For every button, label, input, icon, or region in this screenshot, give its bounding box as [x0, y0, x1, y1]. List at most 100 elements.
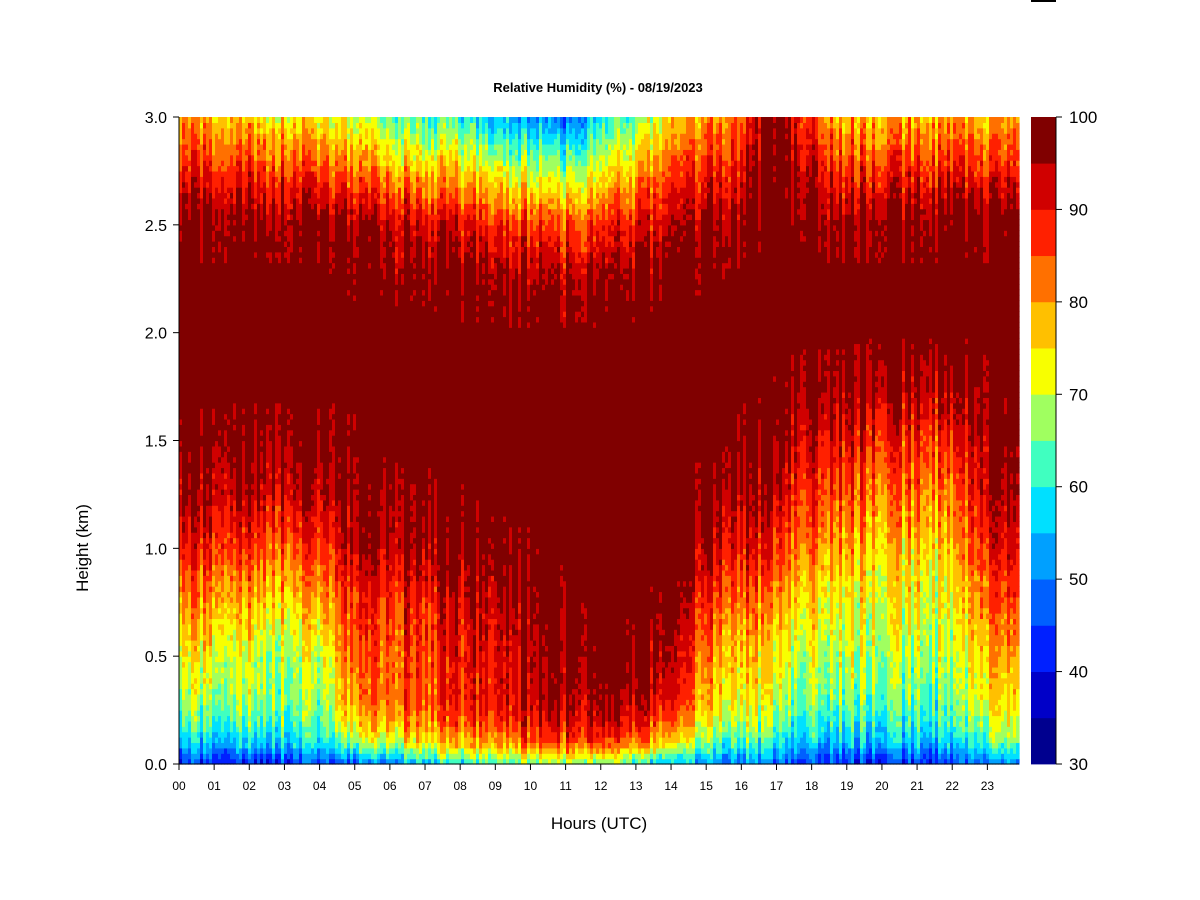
heatmap-cell: [197, 456, 201, 463]
heatmap-cell: [200, 278, 204, 285]
heatmap-cell: [182, 149, 186, 156]
heatmap-cell: [230, 365, 234, 372]
heatmap-cell: [233, 688, 237, 695]
heatmap-cell: [227, 661, 231, 668]
heatmap-cell: [185, 154, 189, 161]
heatmap-cell: [197, 580, 201, 587]
heatmap-cell: [218, 214, 222, 221]
heatmap-cell: [206, 192, 210, 199]
heatmap-cell: [233, 192, 237, 199]
heatmap-cell: [218, 154, 222, 161]
heatmap-cell: [182, 515, 186, 522]
heatmap-cell: [188, 117, 192, 123]
heatmap-cell: [215, 311, 219, 318]
heatmap-cell: [203, 650, 207, 657]
heatmap-cell: [191, 289, 195, 296]
heatmap-cell: [206, 375, 210, 382]
heatmap-cell: [212, 747, 216, 754]
heatmap-cell: [194, 294, 198, 301]
heatmap-cell: [212, 742, 216, 749]
heatmap-cell: [185, 510, 189, 517]
heatmap-cell: [194, 483, 198, 490]
heatmap-cell: [212, 413, 216, 420]
heatmap-cell: [194, 278, 198, 285]
heatmap-cell: [200, 737, 204, 744]
heatmap-cell: [230, 532, 234, 539]
heatmap-cell: [206, 472, 210, 479]
heatmap-cell: [239, 359, 243, 366]
heatmap-cell: [236, 575, 240, 582]
heatmap-cell: [218, 467, 222, 474]
heatmap-cell: [179, 224, 183, 231]
heatmap-cell: [212, 246, 216, 253]
heatmap-cell: [215, 176, 219, 183]
heatmap-cell: [218, 176, 222, 183]
heatmap-cell: [182, 537, 186, 544]
heatmap-cell: [203, 122, 207, 129]
heatmap-cell: [209, 154, 213, 161]
heatmap-cell: [242, 532, 246, 539]
heatmap-cell: [215, 634, 219, 641]
heatmap-cell: [242, 208, 246, 215]
heatmap-cell: [236, 424, 240, 431]
heatmap-cell: [227, 117, 231, 123]
heatmap-cell: [224, 418, 228, 425]
heatmap-cell: [188, 429, 192, 436]
heatmap-cell: [242, 348, 246, 355]
heatmap-cell: [230, 564, 234, 571]
heatmap-cell: [209, 402, 213, 409]
heatmap-cell: [209, 569, 213, 576]
heatmap-cell: [182, 338, 186, 345]
heatmap-cell: [197, 133, 201, 140]
heatmap-cell: [197, 311, 201, 318]
heatmap-cell: [197, 273, 201, 280]
heatmap-cell: [182, 445, 186, 452]
heatmap-cell: [200, 327, 204, 334]
heatmap-cell: [212, 241, 216, 247]
heatmap-cell: [230, 381, 234, 388]
heatmap-cell: [194, 494, 198, 501]
heatmap-cell: [179, 467, 183, 474]
heatmap-cell: [185, 559, 189, 566]
heatmap-cell: [245, 629, 249, 636]
heatmap-cell: [185, 435, 189, 442]
heatmap-cell: [230, 418, 234, 425]
heatmap-cell: [209, 440, 213, 447]
heatmap-cell: [242, 650, 246, 657]
heatmap-cell: [227, 235, 231, 242]
heatmap-cell: [197, 650, 201, 657]
heatmap-cell: [248, 586, 252, 593]
heatmap-cell: [248, 650, 252, 657]
heatmap-cell: [245, 117, 249, 123]
heatmap-cell: [245, 489, 249, 496]
heatmap-cell: [212, 424, 216, 431]
heatmap-cell: [185, 456, 189, 463]
heatmap-cell: [218, 224, 222, 231]
heatmap-cell: [230, 629, 234, 636]
heatmap-cell: [179, 521, 183, 528]
heatmap-cell: [200, 515, 204, 522]
heatmap-cell: [200, 284, 204, 291]
heatmap-cell: [200, 510, 204, 517]
heatmap-cell: [209, 257, 213, 264]
heatmap-cell: [215, 656, 219, 663]
heatmap-cell: [194, 219, 198, 226]
heatmap-cell: [236, 688, 240, 695]
heatmap-cell: [206, 683, 210, 690]
heatmap-cell: [194, 521, 198, 528]
heatmap-cell: [200, 747, 204, 754]
heatmap-cell: [224, 478, 228, 485]
heatmap-cell: [239, 143, 243, 150]
heatmap-cell: [224, 424, 228, 431]
heatmap-cell: [200, 408, 204, 415]
heatmap-cell: [245, 699, 249, 706]
heatmap-cell: [242, 138, 246, 145]
heatmap-cell: [236, 440, 240, 447]
heatmap-cell: [224, 321, 228, 328]
heatmap-cell: [206, 462, 210, 469]
heatmap-cell: [245, 214, 249, 221]
heatmap-cell: [227, 672, 231, 679]
heatmap-cell: [224, 451, 228, 458]
heatmap-cell: [230, 737, 234, 744]
heatmap-cell: [188, 267, 192, 274]
